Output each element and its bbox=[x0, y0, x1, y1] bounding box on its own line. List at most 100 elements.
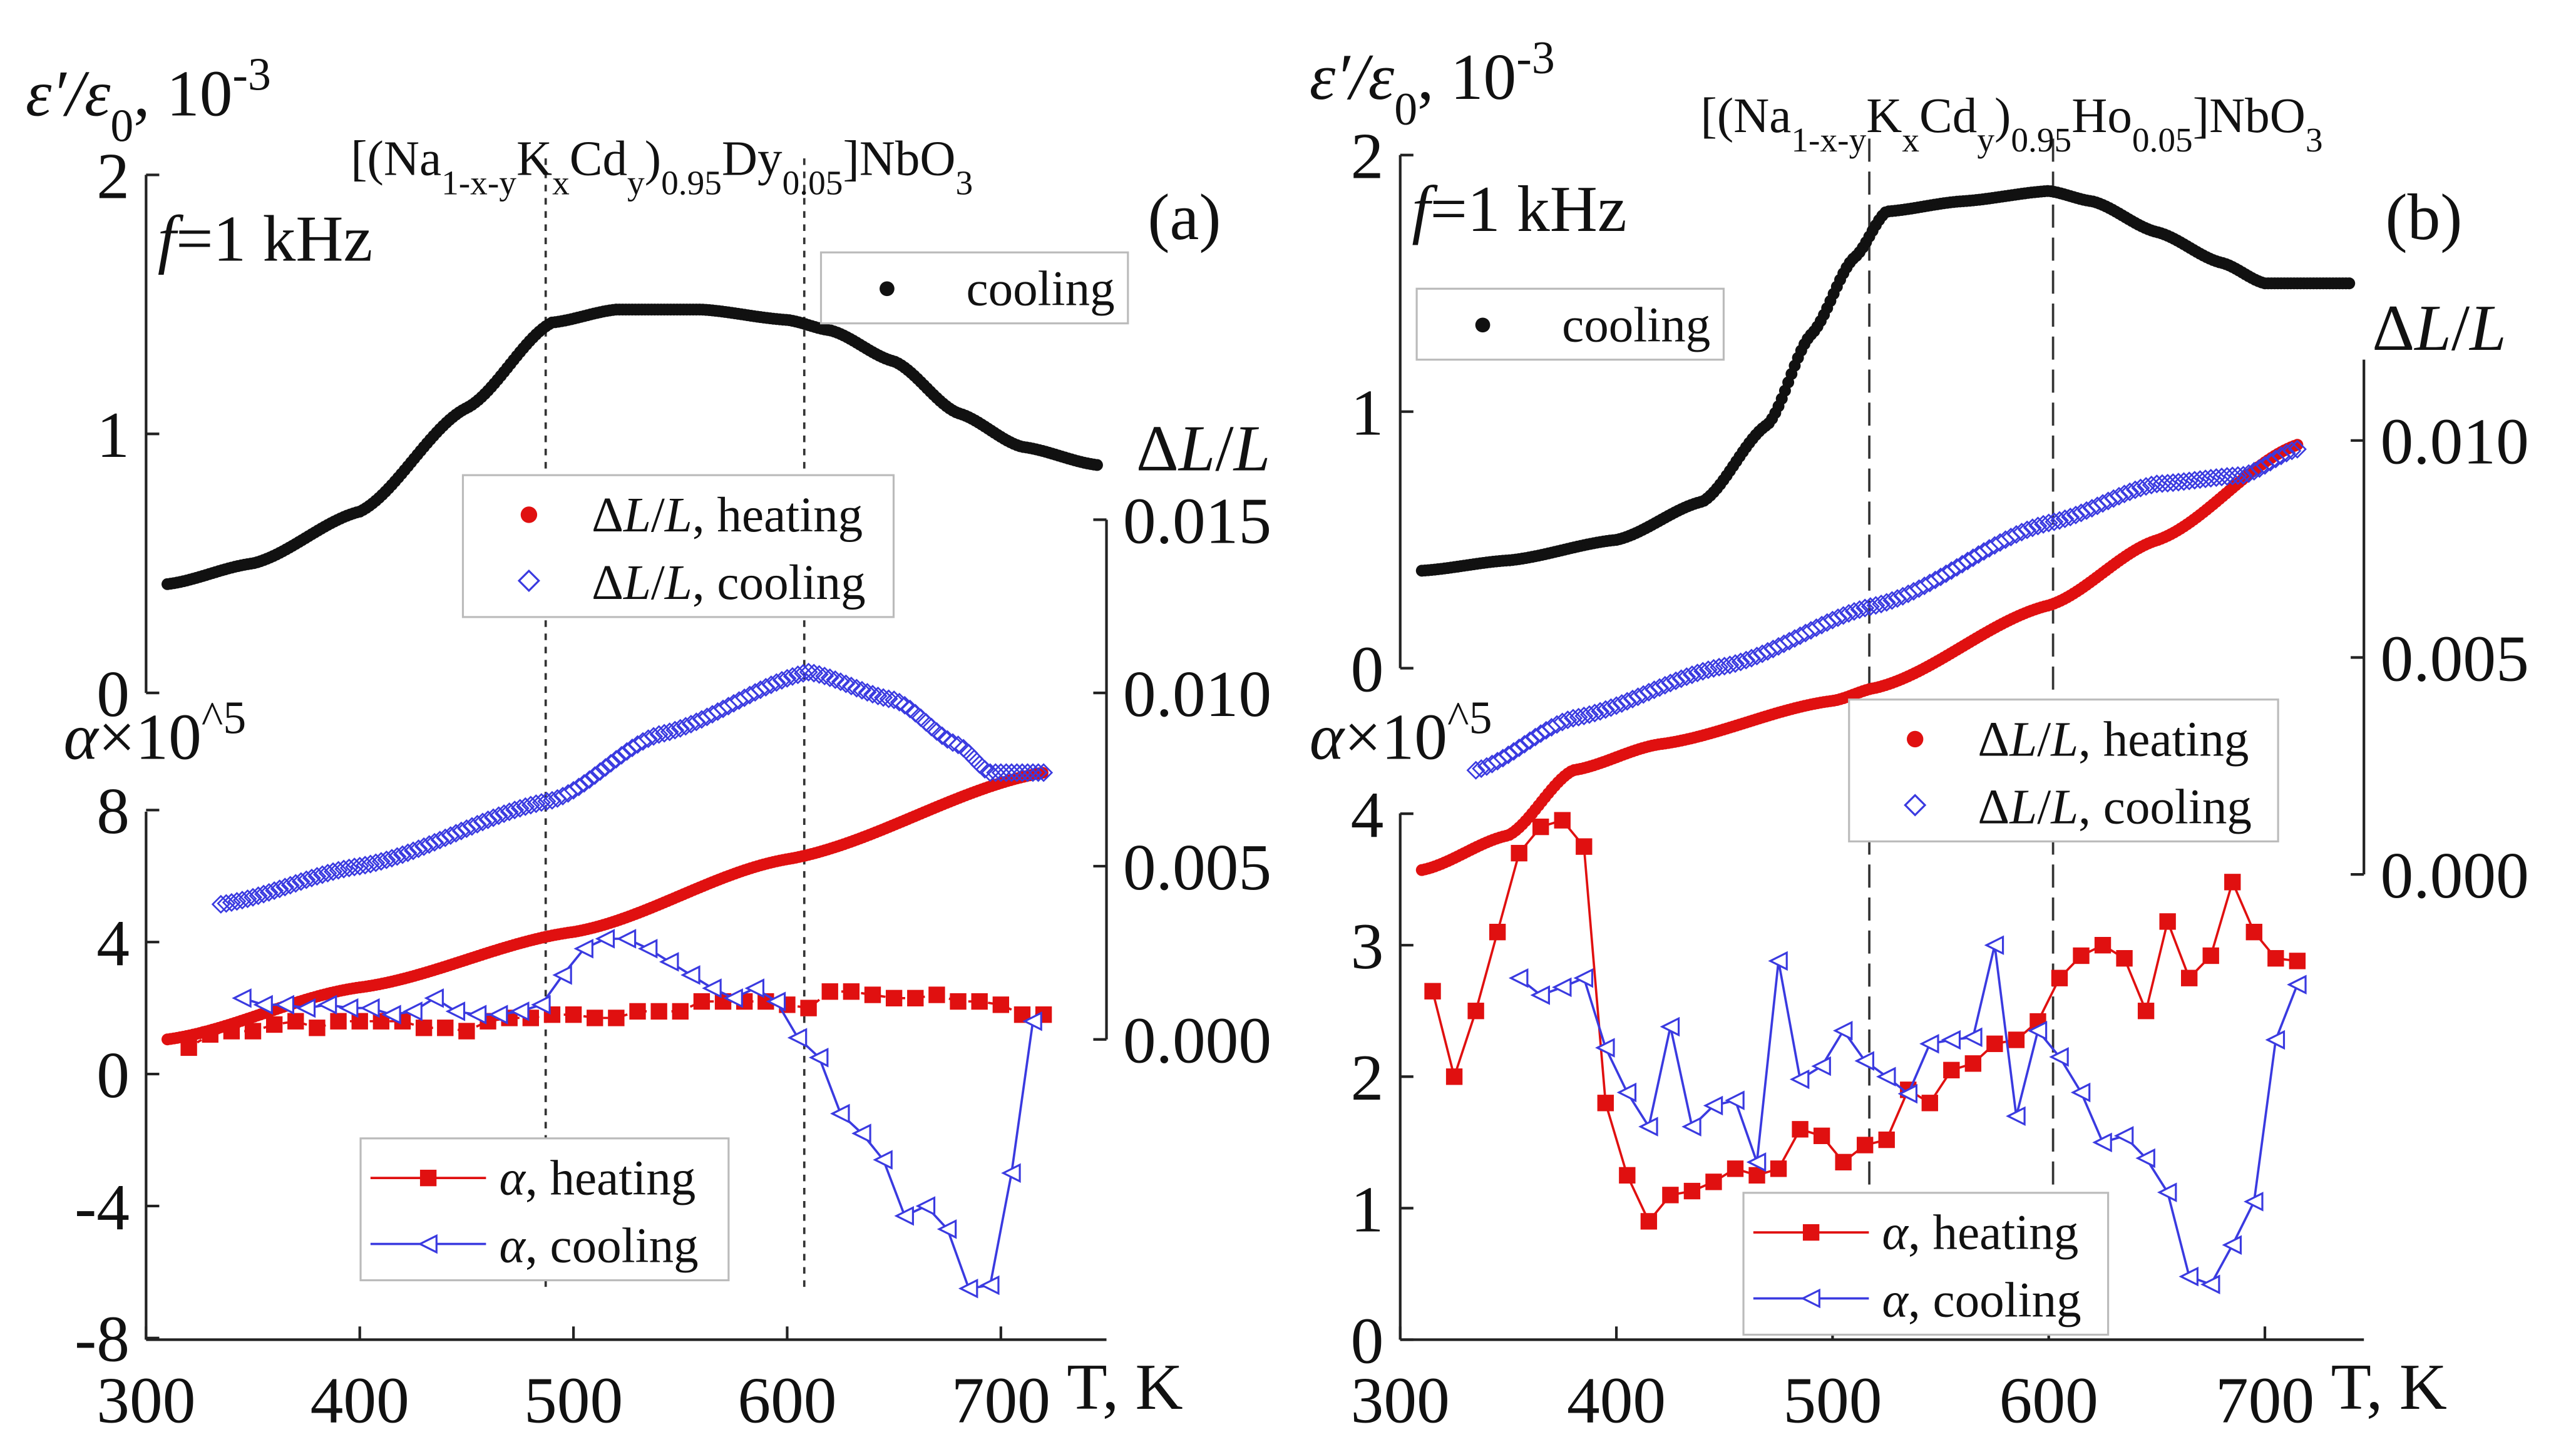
legend-dl-heating-marker bbox=[520, 506, 538, 523]
dl-cooling-point bbox=[2012, 523, 2031, 542]
alpha-heating-point bbox=[437, 1020, 454, 1036]
alpha-cooling-point bbox=[1811, 1056, 1831, 1076]
alpha-cooling-point bbox=[2135, 1148, 2155, 1169]
alpha-heating-point bbox=[587, 1010, 603, 1026]
alpha-cooling-point bbox=[1984, 935, 2004, 955]
alpha-cooling-point bbox=[1876, 1066, 1896, 1087]
alpha-heating-point bbox=[415, 1020, 433, 1036]
alpha-heating-point bbox=[608, 1010, 625, 1026]
dl-cooling-point bbox=[398, 843, 418, 862]
alpha-cooling-point bbox=[1681, 1117, 1701, 1137]
dl-cooling-point bbox=[232, 891, 252, 910]
dl-cooling-point bbox=[1688, 663, 1707, 683]
alpha-cooling-point bbox=[595, 929, 615, 949]
alpha-heating-point bbox=[1662, 1187, 1679, 1204]
dl-cooling-point bbox=[1877, 593, 1896, 612]
alpha-heating-point bbox=[2116, 950, 2133, 967]
alpha-heating-point bbox=[458, 1023, 475, 1040]
dl-cooling-point bbox=[441, 826, 460, 846]
alpha-cooling-point bbox=[1832, 1021, 1853, 1041]
alpha-cooling-point bbox=[1703, 1095, 1723, 1116]
alpha-cooling-point bbox=[488, 1005, 508, 1025]
alpha-cooling-point bbox=[2070, 1082, 2091, 1103]
alpha-cooling-point bbox=[1768, 951, 1788, 971]
alpha-heating-point bbox=[650, 1003, 667, 1020]
dl-cooling-point bbox=[350, 856, 369, 876]
dl-cooling-point bbox=[516, 797, 535, 816]
dl-cooling-point bbox=[1731, 652, 1750, 672]
dl-cooling-point bbox=[334, 859, 354, 879]
dl-cooling-point bbox=[874, 688, 893, 707]
alpha-heating-point bbox=[1619, 1167, 1636, 1184]
dl-cooling-point bbox=[601, 754, 620, 773]
dl-cooling-point bbox=[965, 749, 984, 769]
alpha-cooling-point bbox=[403, 1001, 423, 1021]
alpha-cooling-point bbox=[466, 1005, 487, 1025]
alpha-tick-label: 4 bbox=[96, 906, 130, 979]
dl-cooling-point bbox=[404, 841, 423, 861]
dl-cooling-point bbox=[217, 894, 236, 913]
alpha-cooling-point bbox=[851, 1123, 871, 1143]
dl-cooling-point bbox=[1591, 702, 1610, 721]
alpha-tick-label: 2 bbox=[1351, 1041, 1384, 1114]
alpha-cooling-point bbox=[510, 1001, 530, 1021]
dl-cooling-point bbox=[820, 668, 839, 687]
dl-cooling-point bbox=[1872, 594, 1891, 614]
dl-cooling-point bbox=[2045, 512, 2064, 531]
dl-cooling-point bbox=[1742, 648, 1761, 668]
dl-cooling-point bbox=[868, 686, 888, 706]
dl-cooling-point bbox=[2201, 469, 2220, 488]
alpha-cooling-point bbox=[1552, 977, 1572, 998]
alpha-cooling-point bbox=[2092, 1132, 2112, 1153]
alpha-cooling-point bbox=[873, 1150, 893, 1170]
alpha-cooling-point bbox=[1919, 1034, 1939, 1054]
dl-cooling-point bbox=[436, 828, 455, 847]
dl-cooling-point bbox=[879, 689, 898, 708]
dl-cooling-point bbox=[948, 735, 968, 755]
alpha-cooling-point bbox=[1725, 1090, 1745, 1110]
alpha-cooling-point bbox=[232, 988, 252, 1008]
alpha-axis-label: α×10^5 bbox=[1310, 692, 1492, 774]
alpha-cooling-point bbox=[787, 1028, 808, 1048]
legend-box bbox=[1742, 1192, 2110, 1336]
alpha-tick-label: 1 bbox=[1351, 1172, 1384, 1245]
dl-cooling-point bbox=[2180, 471, 2199, 491]
dl-cooling-point bbox=[1850, 600, 1869, 620]
dl-cooling-point bbox=[1704, 658, 1723, 678]
legend-dl-heating-marker bbox=[1907, 730, 1924, 748]
legend-box bbox=[461, 474, 895, 618]
alpha-tick-label: -4 bbox=[74, 1170, 130, 1244]
dl-cooling-point bbox=[312, 865, 332, 884]
dl-cooling-point bbox=[222, 892, 241, 913]
dl-cooling-point bbox=[2174, 472, 2194, 491]
dl-cooling-point bbox=[841, 677, 861, 696]
dl-cooling-point bbox=[2115, 484, 2134, 504]
dl-tick-label: 0.015 bbox=[1123, 484, 1271, 557]
alpha-heating-point bbox=[1770, 1160, 1787, 1177]
alpha-heating-point bbox=[330, 1013, 347, 1030]
dl-cooling-point bbox=[2196, 469, 2215, 489]
x-tick-label: 500 bbox=[1783, 1363, 1882, 1436]
alpha-heating-point bbox=[907, 990, 924, 1006]
dl-cooling-point bbox=[2125, 480, 2145, 499]
dl-cooling-point bbox=[2207, 468, 2226, 488]
alpha-cooling-point bbox=[702, 978, 722, 998]
alpha-cooling-point bbox=[680, 965, 700, 985]
alpha-cooling-point bbox=[1746, 1152, 1767, 1172]
alpha-heating-point bbox=[1964, 1055, 1982, 1072]
dl-cooling-point bbox=[302, 868, 321, 887]
dl-cooling-point bbox=[393, 845, 413, 864]
dl-cooling-point bbox=[1601, 698, 1621, 717]
alpha-cooling-point bbox=[744, 978, 765, 998]
alpha-tick-label: 3 bbox=[1351, 909, 1384, 983]
dl-cooling-point bbox=[612, 745, 631, 765]
dl-cooling-point bbox=[2168, 473, 2188, 492]
alpha-heating-point bbox=[1835, 1153, 1852, 1171]
dl-axis-label: ΔL/L bbox=[1136, 411, 1270, 484]
alpha-cooling-point bbox=[2200, 1274, 2220, 1294]
alpha-cooling-point bbox=[1022, 1011, 1042, 1031]
dl-cooling-point bbox=[670, 718, 690, 738]
dl-cooling-point bbox=[1509, 738, 1529, 757]
alpha-cooling-point bbox=[2287, 974, 2307, 995]
dl-cooling-point bbox=[1698, 660, 1718, 680]
